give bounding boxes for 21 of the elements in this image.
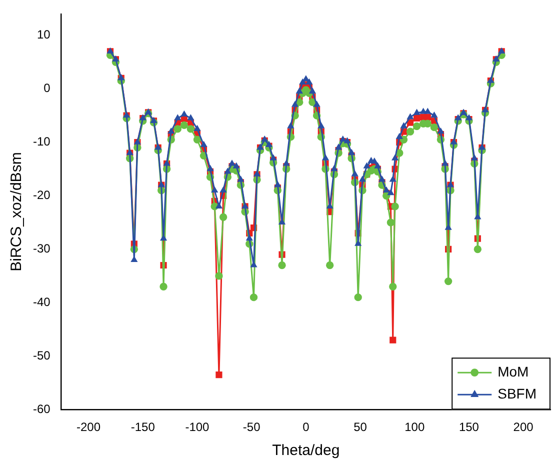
y-tick-label: -50 [33, 348, 51, 362]
y-tick-label: -60 [33, 402, 51, 416]
y-tick-label: -30 [33, 242, 51, 256]
x-tick-label: -100 [185, 420, 210, 434]
x-tick-label: 50 [354, 420, 368, 434]
x-axis-title: Theta/deg [272, 442, 340, 460]
y-tick-label: 0 [44, 81, 51, 96]
y-tick-label: -20 [33, 188, 51, 202]
y-tick-label: -40 [33, 294, 51, 309]
legend-label: SBFM [498, 385, 536, 402]
x-tick-label: 200 [513, 420, 534, 434]
x-tick-label: 0 [302, 420, 310, 434]
legend-label: MoM [498, 363, 529, 380]
x-tick-label: 100 [404, 420, 425, 434]
y-tick-label: -10 [33, 134, 51, 149]
x-tick-label: -200 [76, 420, 101, 434]
x-tick-label: -150 [130, 420, 156, 434]
y-tick-label: 10 [36, 28, 51, 42]
y-axis-title: BiRCS_xoz/dBsm [8, 152, 26, 272]
x-tick-label: 150 [458, 420, 480, 434]
x-tick-label: -50 [242, 420, 261, 434]
